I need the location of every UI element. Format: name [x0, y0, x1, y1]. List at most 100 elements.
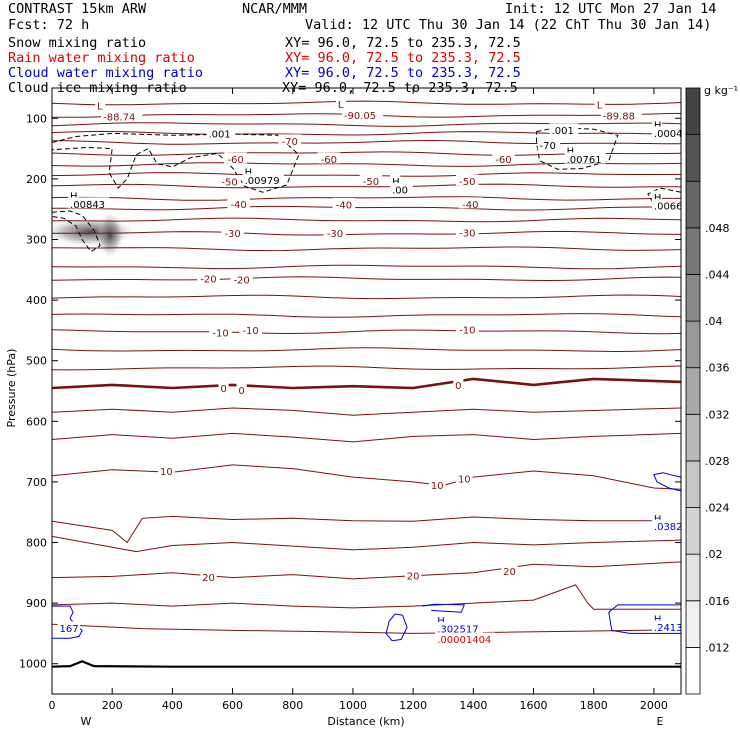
y-tick-label: 300 [26, 234, 47, 247]
label-mask [218, 174, 241, 186]
label-mask [221, 226, 244, 238]
colorbar-tick-label: .016 [705, 595, 730, 608]
isotherm-label: -30 [224, 229, 240, 240]
cloud-water-value-label: 167 [60, 624, 79, 635]
forecast-hour: Fcst: 72 h [8, 17, 89, 33]
label-mask [651, 611, 663, 623]
low-value-label: -89.88 [603, 111, 635, 122]
isotherm-line [52, 276, 681, 282]
isotherm-label: 0 [220, 384, 226, 395]
high-marker: H [70, 191, 78, 202]
colorbar-swatch [685, 87, 701, 136]
label-mask [335, 97, 347, 109]
label-mask [435, 632, 496, 644]
y-tick-label: 400 [26, 294, 47, 307]
colorbar-tick-label: .02 [705, 548, 723, 561]
cloud-water-value-label: .03827 [654, 522, 689, 533]
y-tick-label: 100 [26, 112, 47, 125]
snow-ice-value-label: .001 [208, 130, 230, 141]
label-mask [206, 127, 236, 139]
isotherm-label: -30 [459, 228, 475, 239]
isotherm-line [52, 294, 681, 300]
colorbar-swatch [685, 460, 701, 508]
label-mask [230, 273, 253, 285]
x-tick-label: 2000 [640, 699, 668, 712]
y-tick-label: 700 [26, 476, 47, 489]
label-mask [594, 97, 605, 109]
label-mask [200, 570, 217, 582]
high-marker: H [654, 120, 662, 131]
label-mask [239, 323, 262, 335]
snow-ice-value-label: .00979 [245, 176, 280, 187]
colorbar-tick-label: .028 [705, 455, 730, 468]
snow-ice-value-label: .0004 [654, 129, 683, 140]
label-mask [404, 568, 422, 580]
colorbar-tick-label: .04 [705, 315, 723, 328]
isotherm-label: -40 [336, 200, 352, 211]
label-mask [227, 197, 250, 209]
x-tick-label: 1200 [399, 699, 427, 712]
label-mask [501, 564, 518, 576]
x-tick-label: 0 [49, 699, 56, 712]
label-mask [429, 478, 446, 490]
y-tick-label: 500 [26, 355, 47, 368]
isotherm-line [52, 183, 681, 189]
label-mask [224, 152, 247, 164]
label-mask [549, 123, 579, 135]
x-tick-label: 1000 [339, 699, 367, 712]
isotherm-line [52, 205, 681, 211]
isotherm-line [52, 100, 681, 106]
snow-ice-contours [52, 126, 681, 253]
label-mask [68, 197, 110, 209]
label-mask [651, 126, 681, 138]
snow-ice-value-label: .00843 [70, 200, 105, 211]
isotherm-label: -40 [462, 200, 478, 211]
label-mask [68, 188, 79, 200]
x-tick-label: 200 [102, 699, 123, 712]
isotherm-line [52, 407, 681, 416]
isotherm-label: 20 [202, 573, 215, 584]
isotherm-label: -10 [459, 325, 475, 336]
colorbar-swatch [685, 274, 701, 322]
label-mask [456, 471, 473, 483]
axes: 0 200 400 600 800 1000 1200 1400 1600 1800 2000100… [19, 88, 681, 712]
colorbar: .012 .016 .02 .024 .028 .032 .036 .04 .044 .048 [685, 87, 730, 695]
isotherm-label: -30 [327, 229, 343, 240]
legend-rain-xy: XY= 96.0, 72.5 to 235.3, 72.5 [285, 50, 521, 66]
snow-ice-value-label: .00761 [567, 155, 602, 166]
isotherm-label: -50 [221, 177, 237, 188]
isotherm-label: -60 [495, 155, 511, 166]
colorbar-swatch [685, 553, 701, 602]
x-tick-label: 1400 [459, 699, 487, 712]
legend-snow-xy: XY= 96.0, 72.5 to 235.3, 72.5 [285, 35, 521, 51]
isotherm-line [52, 246, 681, 252]
colorbar-swatch [685, 367, 701, 415]
label-mask [651, 117, 663, 129]
high-marker: H [392, 177, 400, 188]
snow-ice-contour [52, 210, 101, 253]
low-value-label: -88.74 [103, 113, 135, 124]
label-mask [537, 138, 561, 150]
high-marker: H [654, 614, 662, 625]
high-marker: H [245, 168, 253, 179]
label-mask [57, 621, 81, 633]
snow-ice-value-label: .00 [392, 185, 408, 196]
x-tick-label: 600 [222, 699, 243, 712]
colorbar-swatch [685, 180, 701, 229]
y-tick-label: 900 [26, 597, 47, 610]
isotherm-line [52, 432, 681, 443]
legend-cloud-water-xy: XY= 96.0, 72.5 to 235.3, 72.5 [285, 65, 521, 81]
isotherm-label: 0 [238, 386, 244, 397]
colorbar-tick-label: .036 [705, 362, 730, 375]
label-mask [242, 173, 284, 185]
x-tick-label: 1600 [520, 699, 548, 712]
label-mask [317, 152, 341, 164]
plot-frame [51, 87, 682, 695]
label-mask [456, 322, 479, 334]
cloud-water-value-label: .302517 [437, 625, 478, 636]
colorbar-swatch [685, 507, 701, 555]
isotherm-line [52, 515, 681, 544]
isotherm-label: -20 [200, 274, 216, 285]
cloud-water-value-label: .24139 [654, 623, 689, 634]
